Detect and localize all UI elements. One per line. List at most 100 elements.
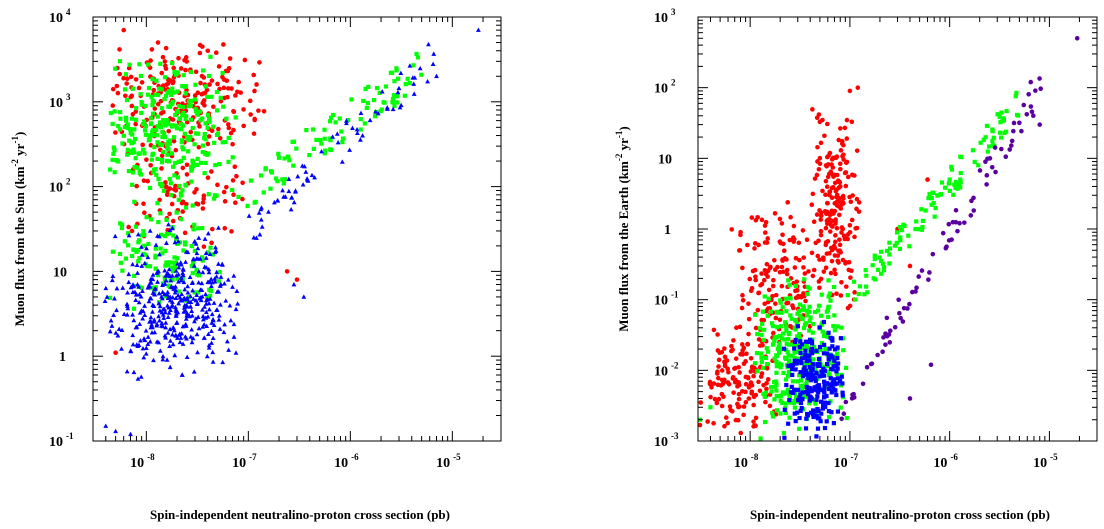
- right-square-point: [985, 149, 990, 154]
- left-square-point: [202, 131, 207, 137]
- right-circle-point: [806, 269, 811, 274]
- right-circle-point: [715, 382, 721, 388]
- left-triangle-point: [147, 228, 153, 233]
- right-circle-point: [752, 246, 757, 251]
- right-square-point: [809, 389, 814, 394]
- right-circle-point: [850, 193, 855, 198]
- right-circle-point: [1008, 143, 1014, 148]
- left-triangle-point: [216, 317, 222, 322]
- left-triangle-point: [199, 280, 205, 286]
- left-square-point: [190, 271, 195, 276]
- left-square-point: [117, 127, 123, 132]
- left-square-point: [407, 80, 412, 86]
- right-circle-point: [716, 396, 722, 402]
- left-square-point: [147, 137, 152, 142]
- left-circle-point: [197, 42, 203, 48]
- left-triangle-point: [184, 310, 190, 316]
- left-circle-point: [129, 103, 135, 109]
- right-square-point: [887, 240, 892, 245]
- left-square-point: [307, 152, 312, 158]
- left-square-point: [230, 187, 235, 193]
- left-triangle-point: [124, 312, 130, 317]
- right-square-point: [865, 290, 870, 295]
- left-triangle-point: [189, 280, 195, 286]
- left-square-point: [304, 128, 309, 133]
- right-square-point: [844, 365, 849, 371]
- left-triangle-point: [344, 118, 349, 123]
- left-triangle-point: [135, 270, 140, 275]
- left-square-point: [160, 281, 166, 286]
- left-square-point: [125, 152, 130, 157]
- right-square-point: [792, 398, 797, 404]
- right-square-point: [806, 389, 812, 394]
- right-circle-point: [767, 306, 773, 311]
- left-triangle-point: [169, 283, 174, 289]
- left-square-point: [189, 179, 194, 184]
- right-square-point: [792, 343, 797, 348]
- right-square-point: [816, 408, 821, 414]
- right-square-point: [797, 336, 802, 341]
- right-circle-point: [767, 265, 773, 271]
- left-y-tick-label: 10 2: [49, 177, 71, 196]
- left-square-point: [206, 192, 211, 197]
- left-circle-point: [184, 162, 190, 168]
- left-triangle-point: [189, 327, 195, 332]
- left-triangle-point: [202, 236, 208, 241]
- left-square-point: [282, 177, 288, 182]
- left-triangle-point: [417, 65, 423, 71]
- right-square-point: [810, 321, 816, 327]
- right-square-point: [782, 337, 787, 342]
- left-square-point: [132, 136, 138, 142]
- right-square-point: [780, 305, 785, 310]
- left-square-point: [195, 112, 200, 117]
- left-triangle-point: [160, 357, 166, 362]
- right-circle-point: [838, 148, 844, 153]
- left-circle-point: [197, 50, 203, 56]
- right-data-points: [697, 35, 1080, 441]
- left-square-point: [230, 155, 235, 160]
- left-triangle-point: [334, 131, 340, 136]
- right-circle-point: [944, 244, 949, 249]
- left-square-point: [179, 193, 184, 198]
- right-square-point: [834, 363, 839, 368]
- left-square-point: [328, 136, 333, 141]
- left-triangle-point: [396, 85, 402, 91]
- right-square-point: [830, 380, 835, 385]
- left-square-point: [214, 132, 220, 138]
- left-triangle-point: [128, 348, 134, 353]
- left-square-point: [171, 164, 176, 169]
- right-square-point: [870, 263, 875, 268]
- left-triangle-point: [103, 285, 109, 291]
- right-circle-point: [748, 355, 754, 361]
- left-square-point: [192, 142, 197, 147]
- right-circle-point: [854, 196, 860, 202]
- left-triangle-point: [173, 287, 179, 293]
- right-square-point: [877, 255, 882, 260]
- right-square-point: [817, 374, 823, 379]
- right-circle-point: [928, 362, 934, 368]
- right-circle-point: [926, 277, 931, 282]
- right-y-tick-label: 10 2: [654, 78, 676, 97]
- left-square-point: [245, 203, 250, 209]
- left-triangle-point: [167, 227, 173, 232]
- right-square-point: [802, 368, 807, 373]
- left-triangle-point: [188, 334, 194, 339]
- right-square-point: [778, 394, 783, 399]
- left-triangle-point: [157, 251, 162, 257]
- left-triangle-point: [173, 273, 179, 278]
- left-triangle-point: [131, 369, 137, 375]
- left-triangle-point: [138, 374, 144, 379]
- right-circle-point: [837, 179, 843, 185]
- left-square-point: [183, 91, 188, 96]
- left-circle-point: [173, 188, 179, 193]
- left-triangle-point: [191, 296, 196, 301]
- right-square-point: [797, 356, 802, 361]
- right-circle-point: [905, 306, 910, 311]
- left-triangle-point: [199, 287, 205, 293]
- left-triangle-point: [144, 245, 149, 251]
- left-triangle-point: [203, 291, 209, 297]
- right-circle-point: [836, 137, 842, 143]
- right-square-point: [826, 386, 832, 392]
- left-square-point: [322, 148, 328, 153]
